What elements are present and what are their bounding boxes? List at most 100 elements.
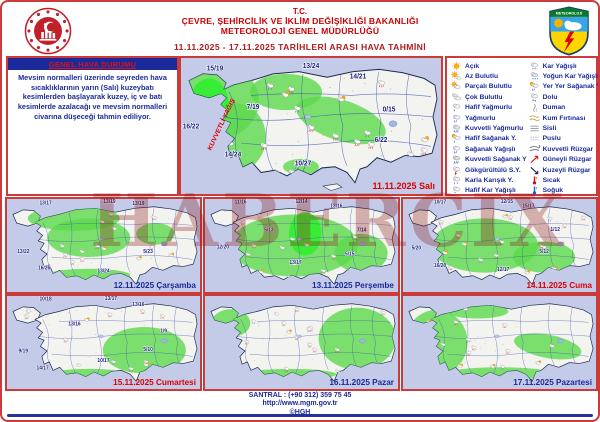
thermometer-cold-icon [532, 186, 537, 195]
temperature-label: 13/24 [97, 269, 109, 275]
legend-item: Parçalı Bulutlu [450, 81, 527, 92]
forecast-map-main: KUVVETLİ YAĞIŞ 15/19 13/24 14/21 7/19 0/15 6/2… [179, 56, 443, 196]
strong-wind-icon [529, 144, 540, 152]
legend-item-label: Kuzeyli Rüzgar [542, 166, 591, 174]
cloud-heavy-rain-icon [453, 124, 461, 133]
temperature-label: 12/20 [217, 245, 229, 251]
temperature-label: 13/16 [330, 203, 342, 209]
ministry-emblem-svg [24, 7, 72, 55]
temperature-label: 13/22 [17, 249, 29, 255]
legend-item: Az Bulutlu [450, 71, 527, 81]
cloud-rain-icon [453, 114, 461, 123]
fog-icon [529, 125, 539, 132]
legend-item-label: Yağmurlu [465, 114, 496, 122]
turkey-map-svg [205, 296, 398, 389]
map-date-label: 11.11.2025 Salı [372, 181, 435, 191]
clouds-icon [452, 93, 461, 101]
map-date-label: 17.11.2025 Pazartesi [513, 378, 592, 387]
legend-item-label: Puslu [542, 135, 561, 143]
temperature-label: 13/19 [132, 201, 144, 207]
svg-text:*: * [534, 77, 536, 82]
forecast-map-day2: 13/17 13/19 13/19 13/22 5/23 16/26 13/24 12.11.… [5, 197, 202, 294]
turkey-map-svg: 10/18 13/17 13/16 13/16 9/19 1/9 5/10 14/17 10/1… [7, 296, 200, 389]
legend-item-label: Hafif Yağmurlu [465, 104, 513, 112]
forecast-map-day4: 10/17 12/15 15/17 1/12 5/20 5/12 16/20 12/17 14.… [401, 197, 598, 294]
legend-item-label: Sisli [542, 125, 557, 133]
general-weather-panel: GENEL HAVA DURUMU Mevsim normalleri üzer… [6, 56, 179, 196]
legend-item-label: Dolu [542, 93, 558, 101]
temperature-label: 5/13 [264, 227, 274, 233]
legend-item-label: Güneyli Rüzgar [542, 156, 592, 164]
header-ministry: ÇEVRE, ŞEHİRCİLİK VE İKLİM DEĞİŞİKLİĞİ B… [181, 16, 419, 26]
temperature-label: 10/27 [295, 160, 312, 167]
temperature-label: 5/10 [143, 347, 153, 353]
footer-url[interactable]: http://www.mgm.gov.tr [262, 400, 338, 408]
svg-text:*: * [532, 77, 534, 82]
temperature-label: 0/15 [383, 106, 396, 113]
north-wind-arrow-icon [530, 166, 538, 174]
cloud-snow-icon: * * [530, 62, 538, 71]
cloud-lightning-icon [453, 166, 461, 175]
sun-small-cloud-icon [451, 71, 461, 80]
legend-item-label: Az Bulutlu [465, 73, 499, 81]
legend-item-label: Karla Karışık Y. [465, 176, 514, 184]
legend-item: Sisli [528, 123, 598, 133]
cloud-sleet-icon: * [453, 176, 461, 186]
header-date-range: 11.11.2025 - 17.11.2025 TARİHLERİ ARASI … [173, 42, 427, 52]
legend-item: Açık [450, 61, 527, 71]
hail-icon [530, 93, 538, 102]
temperature-label: 13/17 [289, 260, 301, 266]
legend-item: Çok Bulutlu [450, 92, 527, 102]
legend-item: Kuvvetli Yağmurlu [450, 123, 527, 133]
temperature-label: 1/12 [550, 227, 560, 233]
legend-item-label: Kar Yağışlı [542, 62, 577, 70]
legend-item: Kum Fırtınası [528, 113, 598, 123]
svg-text:*: * [457, 181, 459, 186]
ministry-emblem-logo [24, 7, 72, 55]
legend-item: Puslu [528, 134, 598, 144]
legend-item-label: Yoğun Kar Yağışlı [542, 73, 599, 81]
cloud-heavy-shower-icon [453, 155, 461, 164]
cloud-light-snow-icon: * [453, 186, 461, 196]
legend-item: Güneyli Rüzgar [528, 155, 598, 165]
legend-item: Sağanak Yağışlı [450, 144, 527, 154]
legend-column-left: Açık Az Bulutlu Parçalı Bulutlu Çok Bulutlu… [450, 61, 527, 196]
general-weather-title: GENEL HAVA DURUMU [48, 59, 137, 69]
legend-item: Kuvvetli Sağanak Y [450, 155, 527, 165]
meteorology-shield-logo: METEOROLOJİ [548, 6, 590, 56]
temperature-label: 13/17 [39, 200, 51, 206]
temperature-label: 13/16 [132, 302, 144, 308]
temperature-label: 14/21 [350, 73, 367, 80]
legend-item: Sıcak [528, 175, 598, 185]
legend-column-right: * * Kar Yağışlı * * * Yoğun Kar Yağışlı Yer Yer… [528, 61, 599, 195]
temperature-label: 6/22 [375, 137, 388, 144]
sun-cloud-icon [450, 81, 461, 90]
temperature-label: 13/17 [105, 296, 117, 302]
legend-item: Kuvvetli Rüzgar [528, 144, 598, 154]
legend-item-label: Kuvvetli Yağmurlu [465, 125, 524, 133]
general-weather-text: Mevsim normalleri üzerinde seyreden hava… [17, 73, 168, 121]
footer: SANTRAL : (+90 312) 359 75 45 http://www… [2, 392, 598, 417]
smoke-icon [532, 104, 537, 113]
legend-panel: Açık Az Bulutlu Parçalı Bulutlu Çok Bulutlu… [445, 56, 598, 196]
forecast-map-day6: 16.11.2025 Pazar [203, 294, 400, 391]
temperature-label: 15/17 [522, 203, 534, 209]
turkey-map-svg [403, 296, 596, 389]
legend-item-label: Kuvvetli Rüzgar [542, 145, 594, 153]
svg-text:METEOROLOJİ: METEOROLOJİ [556, 10, 583, 15]
legend-item-label: Hafif Sağanak Y. [465, 135, 517, 143]
legend-item-label: Sağanak Yağışlı [465, 145, 516, 153]
legend-item-label: Gökgürültülü S.Y. [465, 166, 521, 174]
temperature-label: 16/20 [434, 263, 446, 269]
legend-item-label: Kum Fırtınası [542, 114, 586, 122]
forecast-map-day3: 11/16 12/14 13/16 5/13 7/14 12/20 5/15 13/17 13.… [203, 197, 400, 294]
temperature-label: 11/16 [235, 200, 247, 206]
cloud-heavy-snow-icon: * * * [530, 72, 538, 82]
legend-item-label: Soğuk [542, 187, 564, 195]
legend-item: Hafif Yağmurlu [450, 103, 527, 113]
legend-item: Yer Yer Sağanak Y. [528, 82, 598, 92]
temperature-label: 16/26 [38, 265, 50, 271]
legend-item-label: Duman [542, 104, 566, 112]
turkey-map-svg: 10/17 12/15 15/17 1/12 5/20 5/12 16/20 12/17 [403, 199, 596, 292]
